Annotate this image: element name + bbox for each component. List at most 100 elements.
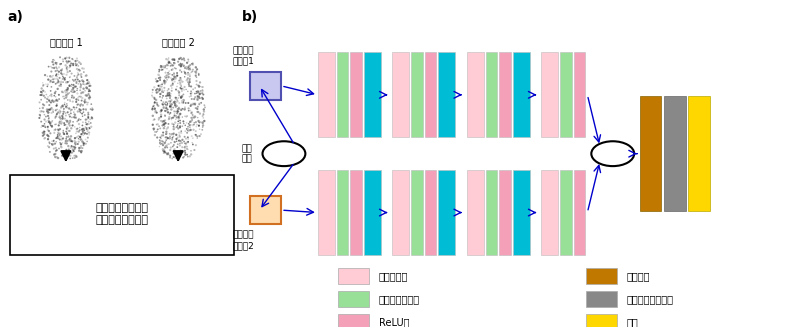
Point: [149, 110, 162, 115]
Bar: [560, 170, 571, 255]
Point: [74, 110, 86, 115]
Point: [160, 103, 173, 109]
Point: [66, 139, 78, 144]
Point: [55, 68, 68, 73]
Point: [35, 92, 48, 97]
Point: [72, 72, 85, 77]
Point: [52, 110, 65, 115]
Point: [165, 132, 178, 137]
Point: [158, 122, 170, 127]
Point: [81, 77, 94, 83]
Point: [191, 106, 204, 112]
Point: [177, 92, 190, 97]
Point: [174, 151, 187, 157]
Point: [73, 106, 86, 112]
Point: [46, 74, 58, 79]
Point: [185, 110, 198, 115]
Point: [150, 110, 163, 115]
Point: [67, 155, 80, 161]
Point: [179, 100, 192, 106]
Point: [176, 86, 189, 91]
Point: [39, 119, 52, 124]
Point: [170, 117, 182, 122]
Point: [174, 139, 187, 144]
Point: [193, 84, 206, 89]
Point: [167, 134, 180, 139]
Point: [174, 120, 186, 126]
Point: [72, 139, 85, 144]
Point: [78, 126, 90, 131]
Point: [44, 107, 57, 112]
Point: [162, 135, 174, 141]
Point: [71, 58, 84, 63]
Point: [196, 125, 209, 130]
Point: [46, 57, 59, 62]
Point: [60, 80, 73, 85]
Point: [50, 122, 62, 127]
Point: [63, 128, 76, 133]
Point: [71, 73, 84, 78]
Point: [188, 115, 201, 120]
Bar: [541, 170, 558, 255]
Point: [189, 91, 202, 96]
Bar: [438, 170, 455, 255]
Point: [148, 126, 161, 131]
Point: [151, 102, 164, 107]
Point: [166, 131, 178, 137]
Bar: [586, 268, 617, 284]
Point: [182, 100, 194, 106]
Point: [189, 101, 202, 107]
Point: [58, 131, 70, 137]
Point: [172, 109, 185, 114]
Point: [177, 149, 190, 155]
Point: [163, 134, 176, 139]
Point: [159, 150, 172, 155]
Point: [75, 90, 88, 95]
Point: [157, 99, 170, 105]
Point: [59, 122, 72, 128]
Point: [80, 73, 93, 78]
Point: [154, 64, 167, 70]
Point: [160, 143, 173, 148]
Point: [54, 83, 67, 89]
Bar: [392, 170, 409, 255]
Point: [173, 105, 186, 110]
Point: [76, 95, 89, 101]
Point: [182, 126, 194, 131]
Point: [183, 123, 196, 128]
Point: [38, 95, 51, 100]
Point: [82, 135, 94, 140]
Point: [52, 78, 65, 83]
Point: [168, 113, 181, 119]
Point: [56, 120, 69, 125]
Point: [48, 58, 61, 63]
Point: [56, 103, 69, 108]
Point: [161, 151, 174, 156]
Point: [165, 107, 178, 112]
Point: [53, 96, 66, 102]
Point: [76, 123, 89, 128]
Point: [174, 111, 186, 116]
Point: [56, 89, 69, 95]
Point: [197, 111, 210, 116]
Point: [181, 60, 194, 65]
Point: [160, 94, 173, 99]
Point: [172, 118, 185, 124]
Point: [64, 156, 77, 161]
Point: [45, 69, 58, 74]
Point: [174, 64, 187, 69]
Point: [61, 89, 74, 94]
Point: [81, 81, 94, 86]
Point: [53, 146, 66, 151]
Point: [169, 76, 182, 81]
Point: [65, 111, 78, 116]
Point: [170, 111, 183, 116]
Point: [63, 137, 76, 142]
Circle shape: [591, 141, 634, 166]
Point: [54, 132, 66, 137]
Point: [182, 139, 194, 144]
Point: [70, 141, 82, 146]
Bar: [574, 170, 585, 255]
Point: [61, 103, 74, 108]
Point: [62, 60, 74, 65]
